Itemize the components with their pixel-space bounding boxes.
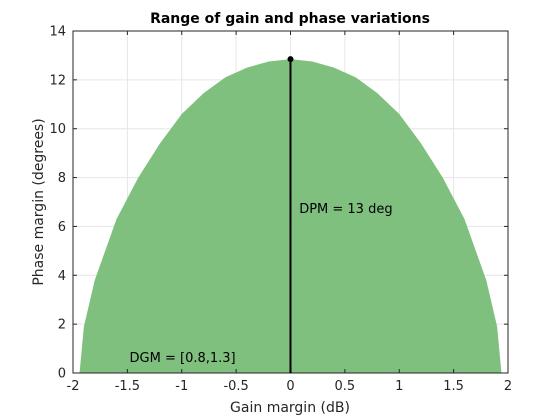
y-tick-label: 8	[58, 171, 66, 186]
disk-margin-peak-point	[287, 56, 294, 63]
x-tick-label: -1	[175, 379, 188, 394]
y-axis-label: Phase margin (degrees)	[31, 118, 47, 285]
x-tick-label: 1	[395, 379, 403, 394]
y-tick-label: 10	[49, 122, 66, 137]
x-tick-labels: -2 -1.5 -1 -0.5 0 0.5 1 1.5 2	[67, 379, 513, 394]
dgm-annotation: DGM = [0.8,1.3]	[130, 351, 236, 366]
chart-title: Range of gain and phase variations	[150, 11, 430, 27]
x-axis-label: Gain margin (dB)	[230, 400, 350, 416]
dpm-annotation: DPM = 13 deg	[299, 202, 392, 217]
y-tick-label: 4	[58, 269, 66, 284]
x-tick-label: 1.5	[443, 379, 464, 394]
y-tick-labels: 0 2 4 6 8 10 12 14	[49, 25, 66, 382]
x-tick-label: 0.5	[335, 379, 356, 394]
x-tick-label: -2	[67, 379, 80, 394]
x-tick-label: 2	[504, 379, 512, 394]
y-tick-label: 12	[49, 73, 66, 88]
x-tick-label: -0.5	[223, 379, 248, 394]
x-tick-label: -1.5	[115, 379, 140, 394]
y-tick-label: 14	[49, 25, 66, 40]
y-tick-label: 0	[58, 367, 66, 382]
x-tick-label: 0	[286, 379, 294, 394]
y-tick-label: 2	[58, 318, 66, 333]
y-tick-label: 6	[58, 220, 66, 235]
